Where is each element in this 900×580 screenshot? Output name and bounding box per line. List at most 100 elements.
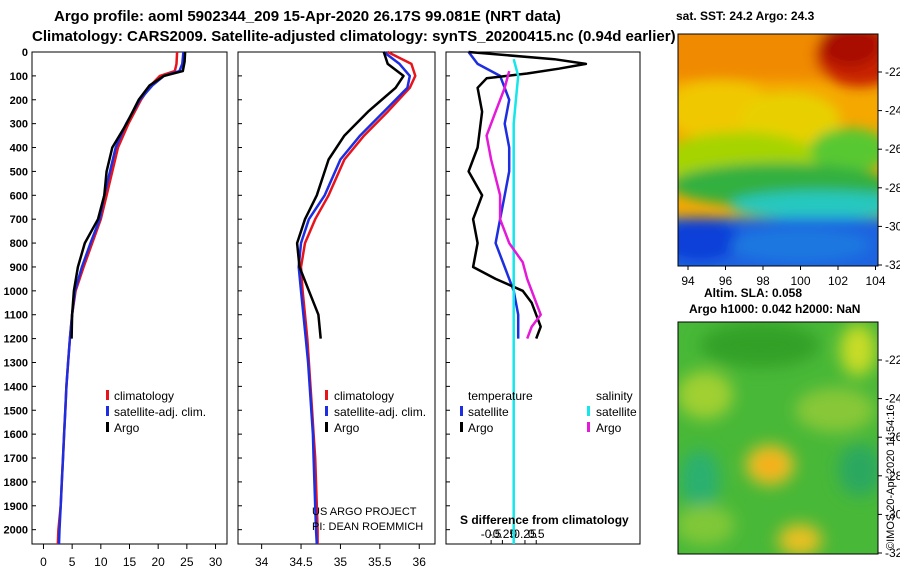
x-tick-label: 20 xyxy=(151,555,165,569)
legend-temp-argo: Argo xyxy=(468,421,494,435)
lat-tick-label: -26 xyxy=(885,430,900,444)
lat-tick-label: -24 xyxy=(885,104,900,118)
difference-legend: temperature salinity satellite Argo sate… xyxy=(460,389,637,435)
sla-map-title-line2: Argo h1000: 0.042 h2000: NaN xyxy=(689,302,860,316)
sst-map-axes: -22 -24 -26 -28 -30 -32 94 96 98 100 102 104 xyxy=(681,65,900,288)
depth-tick-label: 2000 xyxy=(4,525,28,537)
difference-panel-frame xyxy=(445,51,641,545)
depth-axis: 0 100 200 300 400 500 600 700 800 900 1000 1100 1200… xyxy=(4,47,28,537)
x-tick-label: 0 xyxy=(40,555,47,569)
legend-swatch-temp-argo xyxy=(460,422,463,432)
legend-sal-satellite: satellite xyxy=(596,405,637,419)
legend-argo: Argo xyxy=(114,421,140,435)
x-tick-label: 34.5 xyxy=(289,555,313,569)
depth-tick-label: 900 xyxy=(10,262,28,274)
legend-swatch-satellite xyxy=(106,406,109,416)
depth-tick-label: 200 xyxy=(10,95,28,107)
depth-tick-label: 1300 xyxy=(4,357,28,369)
temperature-legend: climatology satellite-adj. clim. Argo xyxy=(106,389,206,435)
lon-tick-label: 96 xyxy=(719,274,733,288)
lon-tick-label: 104 xyxy=(865,274,885,288)
legend-swatch-argo xyxy=(106,422,109,432)
lon-tick-label: 98 xyxy=(756,274,770,288)
legend-swatch-temp-satellite xyxy=(460,406,463,416)
legend-temp-satellite: satellite xyxy=(468,405,509,419)
legend-satellite: satellite-adj. clim. xyxy=(114,405,206,419)
lat-tick-label: -26 xyxy=(885,142,900,156)
lat-tick-label: -28 xyxy=(885,469,900,483)
series-line-argo xyxy=(295,51,405,339)
panel-2-plot: 34 34.5 35 35.5 36 xyxy=(238,50,426,569)
legend-swatch-sal-argo xyxy=(587,422,590,432)
series-line-satellite-adj-clim- xyxy=(57,51,185,545)
difference-panel-caption: S difference from climatology xyxy=(460,513,629,527)
x-tick-label: 34 xyxy=(255,555,269,569)
series-line-argo xyxy=(70,51,187,339)
depth-tick-label: 1500 xyxy=(4,405,28,417)
depth-tick-label: 800 xyxy=(10,238,28,250)
legend-climatology: climatology xyxy=(114,389,174,403)
lon-tick-label: 100 xyxy=(790,274,810,288)
depth-tick-label: 600 xyxy=(10,190,28,202)
profile-plots: 0 5 10 15 20 25 30 34 34.5 35 35.5 36-0.5-0.2500.25… xyxy=(32,50,588,569)
legend-swatch-sal-satellite xyxy=(587,406,590,416)
depth-tick-label: 500 xyxy=(10,166,28,178)
series-line-argo-temperature xyxy=(467,50,588,340)
legend-climatology: climatology xyxy=(334,389,394,403)
series-line-climatology xyxy=(299,50,417,544)
x-tick-label: -0.5 xyxy=(481,527,502,541)
x-tick-label: 10 xyxy=(94,555,108,569)
legend-argo: Argo xyxy=(334,421,360,435)
series-line-satellite-adj-clim- xyxy=(297,51,412,545)
lat-tick-label: -22 xyxy=(885,65,900,79)
panel-1-plot: 0 5 10 15 20 25 30 xyxy=(32,51,223,569)
legend-temperature-heading: temperature xyxy=(468,389,533,403)
legend-sal-argo: Argo xyxy=(596,421,622,435)
depth-tick-label: 700 xyxy=(10,214,28,226)
x-tick-label: 25 xyxy=(180,555,194,569)
sla-map-image xyxy=(678,322,878,554)
x-tick-label: 0.25 xyxy=(513,527,537,541)
legend-satellite: satellite-adj. clim. xyxy=(334,405,426,419)
depth-tick-label: 1400 xyxy=(4,381,28,393)
sla-map-frame xyxy=(677,321,879,555)
x-tick-label: -0.25 xyxy=(489,527,517,541)
sla-map-axes: -22 -24 -26 -28 -30 -32 xyxy=(878,353,900,560)
series-line-argo-salinity xyxy=(485,70,542,340)
x-tick-label: 30 xyxy=(209,555,223,569)
sst-map-frame xyxy=(677,33,879,267)
legend-swatch-argo xyxy=(325,422,328,432)
series-line-temperature-satellite xyxy=(467,51,520,339)
legend-swatch-climatology xyxy=(106,390,109,400)
depth-tick-label: 0 xyxy=(22,47,28,59)
lat-tick-label: -30 xyxy=(885,219,900,233)
depth-tick-label: 1100 xyxy=(4,310,28,322)
figure-title-line1: Argo profile: aoml 5902344_209 15-Apr-20… xyxy=(54,8,561,25)
x-tick-label: 35 xyxy=(334,555,348,569)
x-tick-label: 35.5 xyxy=(368,555,392,569)
depth-tick-label: 300 xyxy=(10,119,28,131)
lat-tick-label: -32 xyxy=(885,546,900,560)
depth-tick-label: 1200 xyxy=(4,334,28,346)
series-line-climatology xyxy=(56,51,179,545)
depth-tick-label: 1800 xyxy=(4,477,28,489)
credit-project: US ARGO PROJECT xyxy=(312,506,417,518)
depth-tick-label: 1700 xyxy=(4,453,28,465)
lat-tick-label: -32 xyxy=(885,258,900,272)
legend-salinity-heading: salinity xyxy=(596,389,633,403)
depth-tick-label: 1000 xyxy=(4,286,28,298)
depth-tick-label: 100 xyxy=(10,71,28,83)
sst-map-title: sat. SST: 24.2 Argo: 24.3 xyxy=(676,9,815,23)
sst-map-image xyxy=(678,34,878,266)
series-line-salinity-satellite xyxy=(512,58,520,544)
salinity-legend: climatology satellite-adj. clim. Argo xyxy=(325,389,426,435)
x-tick-label: 0.5 xyxy=(528,527,545,541)
legend-swatch-climatology xyxy=(325,390,328,400)
x-tick-label: 5 xyxy=(69,555,76,569)
lat-tick-label: -30 xyxy=(885,507,900,521)
sla-map-title-line1: Altim. SLA: 0.058 xyxy=(704,286,802,300)
figure-title-line2: Climatology: CARS2009. Satellite-adjuste… xyxy=(32,28,676,45)
depth-tick-label: 1900 xyxy=(4,501,28,513)
